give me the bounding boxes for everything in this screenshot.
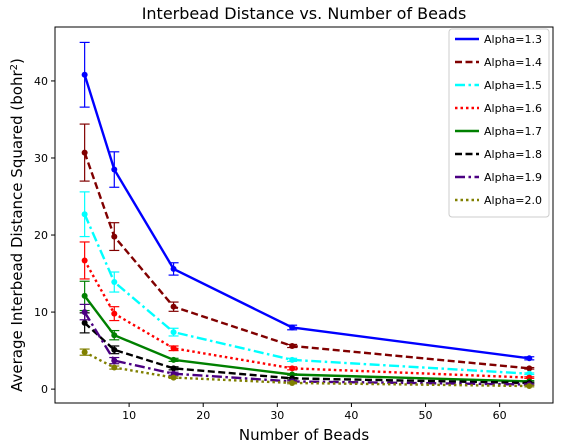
data-point (170, 345, 177, 352)
data-point (111, 346, 118, 353)
legend-label: Alpha=1.6 (484, 102, 542, 115)
y-tick-label: 40 (34, 75, 48, 88)
series-alpha-1-5 (79, 191, 535, 377)
data-point (111, 357, 118, 364)
data-point (170, 329, 177, 336)
data-point (81, 319, 88, 326)
tick-layer: 10 20 30 40 50 60 0 10 20 30 40 (34, 75, 507, 422)
data-point (170, 374, 177, 381)
data-point (289, 379, 296, 386)
data-point (111, 233, 118, 240)
legend-label: Alpha=1.7 (484, 125, 542, 138)
data-point (81, 149, 88, 156)
x-tick-label: 30 (270, 409, 284, 422)
data-point (111, 279, 118, 286)
data-point (526, 355, 533, 362)
legend-label: Alpha=2.0 (484, 194, 542, 207)
data-point (170, 303, 177, 310)
y-tick-label: 30 (34, 152, 48, 165)
series-layer (79, 41, 535, 390)
data-point (111, 310, 118, 317)
x-tick-label: 60 (493, 409, 507, 422)
x-tick-label: 10 (122, 409, 136, 422)
series-alpha-1-4 (79, 123, 535, 372)
data-point (526, 383, 533, 390)
chart-title: Interbead Distance vs. Number of Beads (142, 4, 467, 23)
series-alpha-1-6 (79, 241, 535, 381)
legend-label: Alpha=1.3 (484, 33, 542, 46)
series-line (83, 321, 530, 385)
y-tick-label: 10 (34, 306, 48, 319)
y-axis-label: Average Interbead Distance Squared (bohr… (8, 58, 26, 392)
series-alpha-1-3 (79, 41, 535, 362)
data-point (170, 265, 177, 272)
data-point (81, 257, 88, 264)
legend-label: Alpha=1.9 (484, 171, 542, 184)
data-point (111, 364, 118, 371)
legend-box (448, 28, 550, 218)
data-point (289, 356, 296, 363)
legend-label: Alpha=1.4 (484, 56, 542, 69)
data-point (81, 71, 88, 78)
y-axis-label-text: Average Interbead Distance Squared (bohr (8, 70, 26, 392)
data-point (81, 211, 88, 218)
series-line (83, 259, 530, 379)
data-point (81, 309, 88, 316)
legend-label: Alpha=1.8 (484, 148, 542, 161)
legend: Alpha=1.3 Alpha=1.4 Alpha=1.5 Alpha=1.6 Alph… (448, 28, 550, 218)
data-point (289, 324, 296, 331)
x-tick-label: 40 (344, 409, 358, 422)
x-tick-label: 50 (419, 409, 433, 422)
data-point (289, 342, 296, 349)
series-alpha-2-0 (79, 348, 535, 390)
legend-label: Alpha=1.5 (484, 79, 542, 92)
x-tick-label: 20 (196, 409, 210, 422)
data-point (111, 166, 118, 173)
data-point (170, 365, 177, 372)
data-point (81, 292, 88, 299)
data-point (111, 332, 118, 339)
y-tick-label: 0 (41, 383, 48, 396)
data-point (81, 349, 88, 356)
data-point (526, 365, 533, 372)
plot-frame (54, 26, 554, 404)
y-axis-label-close: ) (8, 58, 26, 64)
y-axis-label-superscript: 2 (9, 64, 20, 70)
data-point (170, 356, 177, 363)
y-tick-label: 20 (34, 229, 48, 242)
data-point (289, 365, 296, 372)
x-axis-label: Number of Beads (239, 426, 369, 444)
